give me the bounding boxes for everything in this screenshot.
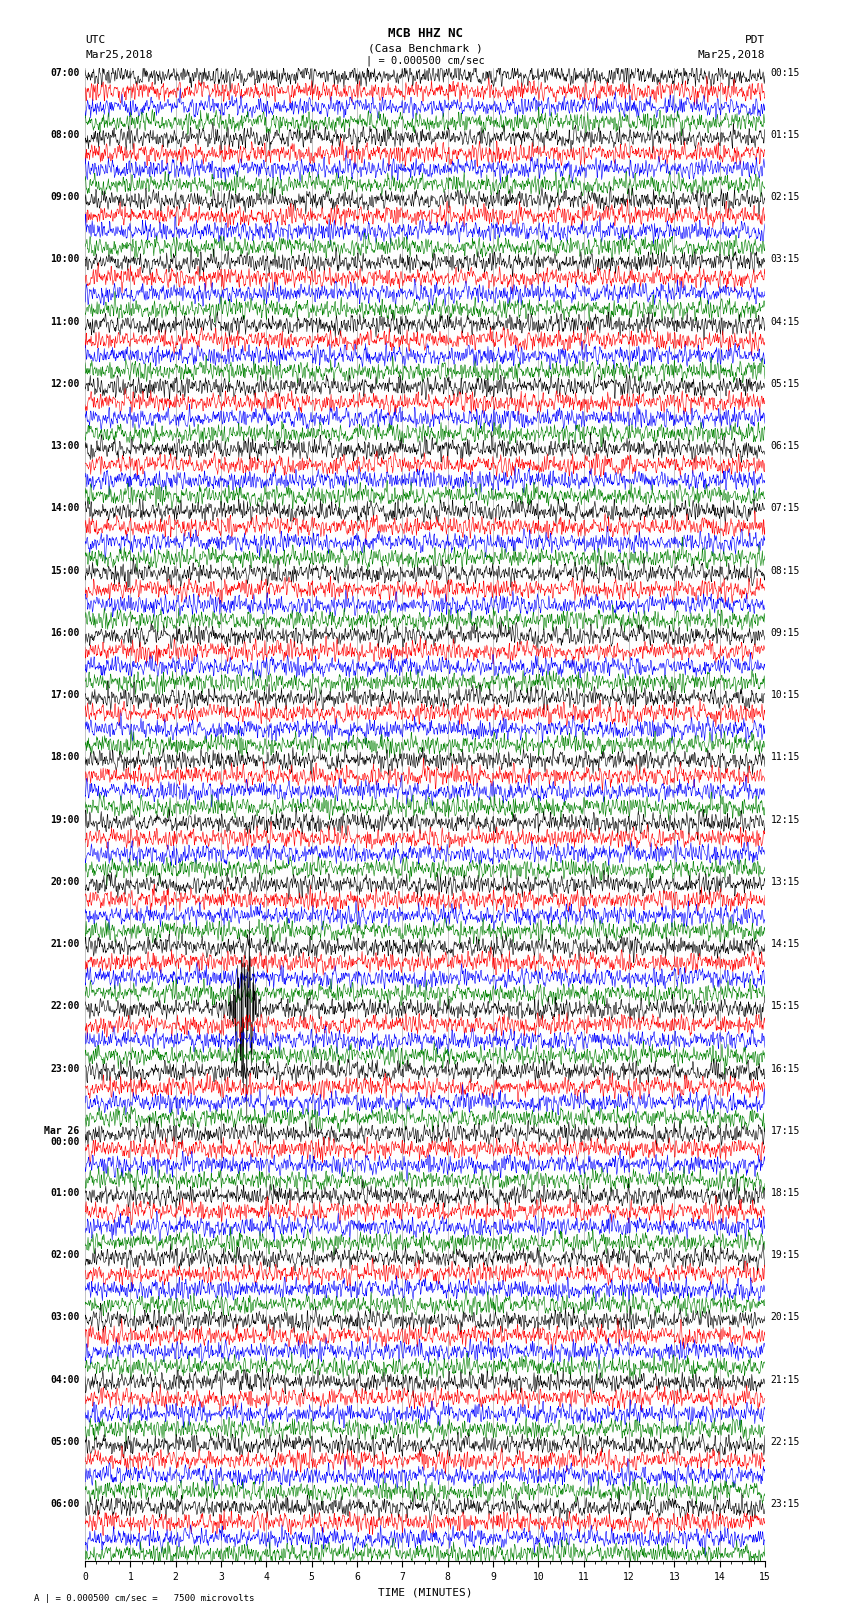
- Text: 16:00: 16:00: [50, 627, 80, 637]
- Text: (Casa Benchmark ): (Casa Benchmark ): [367, 44, 483, 53]
- Text: MCB HHZ NC: MCB HHZ NC: [388, 27, 462, 40]
- Text: 06:15: 06:15: [770, 442, 800, 452]
- Text: 20:15: 20:15: [770, 1313, 800, 1323]
- Text: A | = 0.000500 cm/sec =   7500 microvolts: A | = 0.000500 cm/sec = 7500 microvolts: [34, 1594, 254, 1603]
- Text: 17:00: 17:00: [50, 690, 80, 700]
- Text: 02:15: 02:15: [770, 192, 800, 202]
- Text: 22:00: 22:00: [50, 1002, 80, 1011]
- Text: 12:00: 12:00: [50, 379, 80, 389]
- Text: UTC: UTC: [85, 35, 105, 45]
- Text: 04:00: 04:00: [50, 1374, 80, 1384]
- Text: 15:00: 15:00: [50, 566, 80, 576]
- Text: 13:00: 13:00: [50, 442, 80, 452]
- Text: 08:15: 08:15: [770, 566, 800, 576]
- Text: 23:00: 23:00: [50, 1063, 80, 1074]
- Text: 23:15: 23:15: [770, 1498, 800, 1510]
- Text: 04:15: 04:15: [770, 316, 800, 327]
- Text: 10:00: 10:00: [50, 255, 80, 265]
- Text: 13:15: 13:15: [770, 877, 800, 887]
- Text: 05:15: 05:15: [770, 379, 800, 389]
- Text: 19:15: 19:15: [770, 1250, 800, 1260]
- Text: 09:15: 09:15: [770, 627, 800, 637]
- Text: 02:00: 02:00: [50, 1250, 80, 1260]
- Text: 07:00: 07:00: [50, 68, 80, 77]
- Text: 14:00: 14:00: [50, 503, 80, 513]
- Text: 19:00: 19:00: [50, 815, 80, 824]
- Text: | = 0.000500 cm/sec: | = 0.000500 cm/sec: [366, 55, 484, 66]
- Text: 09:00: 09:00: [50, 192, 80, 202]
- Text: 01:15: 01:15: [770, 131, 800, 140]
- Text: 15:15: 15:15: [770, 1002, 800, 1011]
- Text: 22:15: 22:15: [770, 1437, 800, 1447]
- Text: 20:00: 20:00: [50, 877, 80, 887]
- Text: 03:00: 03:00: [50, 1313, 80, 1323]
- Text: 12:15: 12:15: [770, 815, 800, 824]
- Text: 17:15: 17:15: [770, 1126, 800, 1136]
- Text: 07:15: 07:15: [770, 503, 800, 513]
- Text: 08:00: 08:00: [50, 131, 80, 140]
- Text: Mar 26
00:00: Mar 26 00:00: [44, 1126, 80, 1147]
- Text: Mar25,2018: Mar25,2018: [698, 50, 765, 60]
- X-axis label: TIME (MINUTES): TIME (MINUTES): [377, 1587, 473, 1597]
- Text: 21:00: 21:00: [50, 939, 80, 948]
- Text: 01:00: 01:00: [50, 1187, 80, 1198]
- Text: 03:15: 03:15: [770, 255, 800, 265]
- Text: 18:00: 18:00: [50, 752, 80, 763]
- Text: 05:00: 05:00: [50, 1437, 80, 1447]
- Text: 21:15: 21:15: [770, 1374, 800, 1384]
- Text: Mar25,2018: Mar25,2018: [85, 50, 152, 60]
- Text: 11:00: 11:00: [50, 316, 80, 327]
- Text: 00:15: 00:15: [770, 68, 800, 77]
- Text: 10:15: 10:15: [770, 690, 800, 700]
- Text: PDT: PDT: [745, 35, 765, 45]
- Text: 06:00: 06:00: [50, 1498, 80, 1510]
- Text: 14:15: 14:15: [770, 939, 800, 948]
- Text: 11:15: 11:15: [770, 752, 800, 763]
- Text: 16:15: 16:15: [770, 1063, 800, 1074]
- Text: 18:15: 18:15: [770, 1187, 800, 1198]
